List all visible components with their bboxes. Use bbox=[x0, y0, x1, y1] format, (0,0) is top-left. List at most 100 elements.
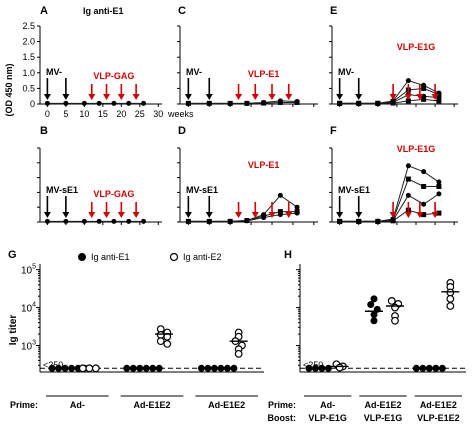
e2-data-point bbox=[78, 364, 87, 373]
arrow-head bbox=[251, 212, 259, 218]
arrow-head bbox=[268, 212, 276, 218]
detection-limit-label: <250 bbox=[303, 360, 323, 370]
data-point bbox=[185, 218, 191, 224]
arrow-head bbox=[336, 94, 344, 100]
prime-label: MV- bbox=[186, 67, 202, 77]
prime-arrow bbox=[355, 78, 363, 100]
arrow-head bbox=[62, 94, 70, 100]
data-point bbox=[337, 218, 343, 224]
group-prime-label: Ad- bbox=[320, 400, 335, 410]
bottom-y-axis-label: Ig titer bbox=[8, 315, 19, 346]
data-point bbox=[277, 212, 283, 218]
boost-arrow bbox=[268, 202, 276, 218]
arrow-head bbox=[285, 212, 293, 218]
group-prime-label: Ad- bbox=[70, 400, 85, 410]
prime-arrow bbox=[355, 196, 363, 218]
e1-data-point bbox=[204, 364, 212, 372]
arrow-head bbox=[235, 94, 243, 100]
e1-data-point bbox=[425, 364, 433, 372]
arrow-head bbox=[43, 94, 51, 100]
e1-data-point bbox=[197, 364, 205, 372]
prime-label: MV-sE1 bbox=[46, 185, 78, 195]
e1-data-point bbox=[438, 364, 446, 372]
data-point bbox=[436, 98, 442, 104]
boost-arrow bbox=[431, 84, 439, 100]
boost-arrow bbox=[404, 84, 412, 100]
arrow-head bbox=[88, 212, 96, 218]
arrow-head bbox=[389, 94, 397, 100]
data-point bbox=[375, 218, 381, 224]
data-point bbox=[96, 100, 102, 106]
boost-arrow bbox=[389, 84, 397, 100]
data-point bbox=[294, 99, 300, 105]
arrow-head bbox=[103, 94, 111, 100]
prime-arrow bbox=[205, 78, 213, 100]
group-prime-label: Ad-E1E2 bbox=[208, 400, 245, 410]
boost-arrow bbox=[235, 202, 243, 218]
group-boost-label: VLP-E1E2 bbox=[417, 413, 460, 423]
data-point bbox=[227, 100, 233, 106]
prime-label: MV-sE1 bbox=[338, 185, 370, 195]
data-point bbox=[421, 85, 427, 91]
boost-label: VLP-GAG bbox=[93, 189, 134, 199]
e1-data-point bbox=[324, 364, 332, 372]
e1-data-point bbox=[412, 364, 420, 372]
data-point bbox=[421, 201, 427, 207]
x-tick-label: 0 bbox=[45, 109, 50, 119]
boost-arrow bbox=[251, 84, 259, 100]
row-label-prime: Prime: bbox=[268, 400, 296, 410]
data-point bbox=[277, 192, 283, 198]
panel-label-f: F bbox=[330, 125, 337, 137]
arrow-head bbox=[355, 212, 363, 218]
panel-f-line-chart: MV-sE1 VLP-E1G bbox=[329, 144, 458, 225]
boost-arrow bbox=[103, 84, 111, 100]
data-point bbox=[405, 176, 411, 182]
data-point bbox=[63, 100, 69, 106]
prime-label: MV-sE1 bbox=[186, 185, 218, 195]
e2-data-point bbox=[335, 363, 344, 372]
prime-arrow bbox=[62, 196, 70, 218]
arrow-head bbox=[431, 212, 439, 218]
panel-b-line-chart: MV-sE1 VLP-GAG bbox=[37, 147, 162, 225]
arrow-head bbox=[205, 212, 213, 218]
arrow-head bbox=[184, 94, 192, 100]
panel-label-a: A bbox=[40, 5, 48, 17]
data-point bbox=[390, 100, 396, 106]
data-point bbox=[421, 212, 427, 218]
e1-data-point bbox=[432, 364, 440, 372]
boost-label: VLP-E1G bbox=[397, 42, 436, 52]
y-tick-exponent: 4 bbox=[32, 302, 36, 309]
arrow-head bbox=[88, 94, 96, 100]
e1-data-point bbox=[223, 364, 231, 372]
panel-c-line-chart: MV- VLP-E1 bbox=[177, 25, 318, 107]
arrow-head bbox=[132, 212, 140, 218]
group-prime-label: Ad-E1E2 bbox=[133, 400, 170, 410]
boost-arrow bbox=[235, 84, 243, 100]
data-point bbox=[405, 163, 411, 169]
group-boost-label: VLP-E1G bbox=[364, 413, 403, 423]
panel-title: Ig anti-E1 bbox=[83, 6, 124, 16]
e1-data-point bbox=[142, 364, 150, 372]
data-point bbox=[421, 169, 427, 175]
arrow-head bbox=[43, 212, 51, 218]
boost-arrow bbox=[285, 84, 293, 100]
arrow-head bbox=[103, 212, 111, 218]
legend-marker-e2 bbox=[169, 252, 179, 262]
data-point bbox=[141, 100, 147, 106]
panel-h-scatter-chart: <250 Ad- VLP-E1G Ad-E1E2 VLP-E1G Ad-E1E2 VLP-E… bbox=[268, 264, 466, 423]
prime-arrow bbox=[62, 78, 70, 100]
boost-arrow bbox=[285, 202, 293, 218]
e1-data-point bbox=[230, 364, 238, 372]
prime-arrow bbox=[336, 196, 344, 218]
x-tick-label: 10 bbox=[79, 109, 89, 119]
boost-arrow bbox=[404, 202, 412, 218]
data-point bbox=[44, 218, 50, 224]
e2-data-point bbox=[156, 331, 165, 339]
data-point bbox=[126, 218, 132, 224]
data-point bbox=[436, 183, 442, 189]
legend-marker-e1 bbox=[78, 253, 86, 261]
y-tick-label: 2.0 bbox=[22, 37, 35, 47]
boost-arrow bbox=[132, 84, 140, 100]
data-point bbox=[356, 100, 362, 106]
prime-label: MV- bbox=[338, 67, 354, 77]
